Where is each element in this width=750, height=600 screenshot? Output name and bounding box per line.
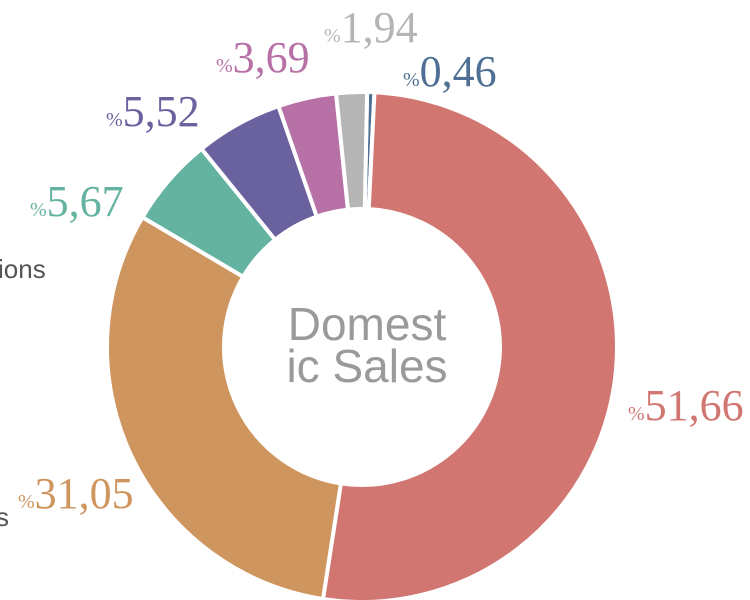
slice	[320, 90, 619, 600]
slice	[105, 214, 344, 600]
value-label: %51,66	[628, 381, 744, 430]
value-label: %3,69	[216, 33, 310, 82]
value-label: %5,67	[30, 177, 124, 226]
value-label: %5,52	[106, 87, 200, 136]
slice	[333, 90, 370, 212]
value-label: %1,94	[324, 3, 418, 52]
value-label: %31,05	[18, 469, 134, 518]
donut	[105, 90, 619, 600]
category-label: ions	[0, 254, 46, 284]
center-label: Domest	[288, 298, 447, 350]
value-label: %0,46	[403, 47, 497, 96]
center-label: ic Sales	[286, 340, 447, 392]
category-label: s	[0, 502, 9, 532]
